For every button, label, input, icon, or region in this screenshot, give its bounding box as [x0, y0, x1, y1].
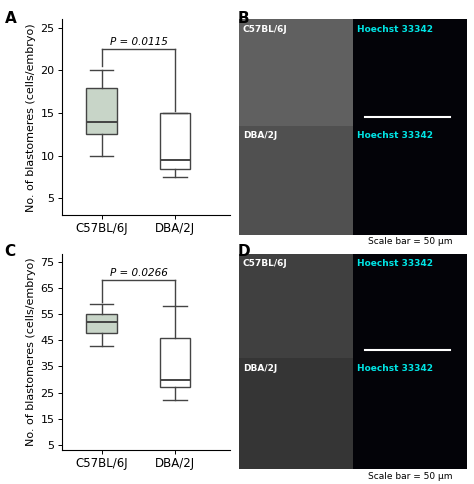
Y-axis label: No. of blastomeres (cells/embryo): No. of blastomeres (cells/embryo) — [27, 258, 36, 446]
Text: Hoechst 33342: Hoechst 33342 — [356, 131, 433, 140]
Text: D: D — [238, 244, 251, 259]
Text: Hoechst 33342: Hoechst 33342 — [356, 364, 433, 373]
Text: DBA/2J: DBA/2J — [243, 364, 277, 373]
Bar — [160, 338, 191, 387]
Bar — [86, 88, 117, 135]
Text: C57BL/6J: C57BL/6J — [243, 25, 288, 34]
Text: A: A — [5, 11, 17, 26]
Text: Hoechst 33342: Hoechst 33342 — [356, 259, 433, 268]
Text: C57BL/6J: C57BL/6J — [243, 259, 288, 268]
Text: Hoechst 33342: Hoechst 33342 — [356, 25, 433, 34]
Y-axis label: No. of blastomeres (cells/embryo): No. of blastomeres (cells/embryo) — [27, 23, 36, 212]
Text: B: B — [238, 11, 250, 26]
Bar — [160, 113, 191, 168]
Text: Scale bar = 50 μm: Scale bar = 50 μm — [368, 237, 452, 246]
Bar — [86, 314, 117, 333]
Text: DBA/2J: DBA/2J — [243, 131, 277, 140]
Text: Scale bar = 50 μm: Scale bar = 50 μm — [368, 472, 452, 481]
Text: P = 0.0266: P = 0.0266 — [109, 268, 167, 278]
Text: P = 0.0115: P = 0.0115 — [109, 37, 167, 47]
Text: C: C — [5, 244, 16, 259]
